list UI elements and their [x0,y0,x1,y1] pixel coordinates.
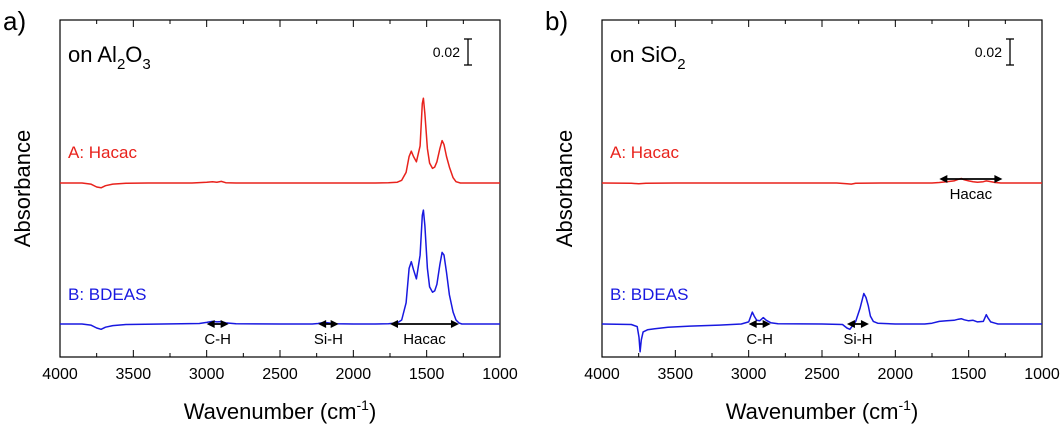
x-tick-label: 1500 [409,366,445,383]
annotation-label: Hacac [950,186,993,203]
y-axis-label: Absorbance [10,130,35,247]
annotation-arrow-head-left [748,320,757,328]
annotation-arrow-head-left [846,320,855,328]
annotation-arrow-head-right [994,175,1003,183]
series-label: B: BDEAS [610,285,688,304]
annotation-arrow-head-right [330,320,339,328]
x-tick-label: 1000 [482,366,518,383]
x-tick-label: 3500 [116,366,152,383]
series-label: B: BDEAS [68,285,146,304]
plot-frame [59,19,501,358]
scale-bar-label: 0.02 [433,44,460,60]
substrate-title: on SiO2 [610,42,686,73]
annotation-label: Si-H [843,331,872,348]
x-tick-label: 4000 [584,366,620,383]
x-tick-label: 2000 [878,366,914,383]
substrate-title: on Al2O3 [68,42,151,73]
scale-bar-label: 0.02 [975,44,1002,60]
x-tick-label: 2500 [262,366,298,383]
x-tick-label: 3500 [658,366,694,383]
x-axis-label: Wavenumber (cm-1) [184,397,377,424]
annotation-label: C-H [204,331,231,348]
series-label: A: Hacac [610,143,679,162]
x-tick-label: 3000 [731,366,767,383]
panel-label: b) [545,6,568,36]
series-line-hacac [60,97,500,189]
annotation-arrow-head-right [220,320,229,328]
annotation-label: C-H [746,331,773,348]
annotation-arrow-head-left [206,320,215,328]
annotation-arrow-head-right [860,320,869,328]
series-line-bdeas [60,209,500,331]
annotation-arrow-head-left [939,175,948,183]
annotation-label: Hacac [403,331,446,348]
x-tick-label: 3000 [189,366,225,383]
x-tick-label: 4000 [42,366,78,383]
annotation-arrow-head-left [390,320,398,328]
x-tick-label: 2500 [804,366,840,383]
y-axis-label: Absorbance [552,130,577,247]
panel-label: a) [3,6,26,36]
x-tick-label: 1000 [1024,366,1060,383]
annotation-arrow-head-right [450,320,459,328]
annotation-arrow-head-right [762,320,771,328]
x-tick-label: 1500 [951,366,987,383]
panel-b: 4000 3500 3000 2500 2000 1500 1000 Wavenumber (… [545,6,1060,424]
annotation-arrow-head-left [318,320,327,328]
panel-a: 4000 3500 3000 2500 2000 1500 1000 Wavenumber (… [3,6,518,424]
series-label: A: Hacac [68,143,137,162]
x-axis-label: Wavenumber (cm-1) [726,397,919,424]
annotation-label: Si-H [314,331,343,348]
x-tick-label: 2000 [336,366,372,383]
